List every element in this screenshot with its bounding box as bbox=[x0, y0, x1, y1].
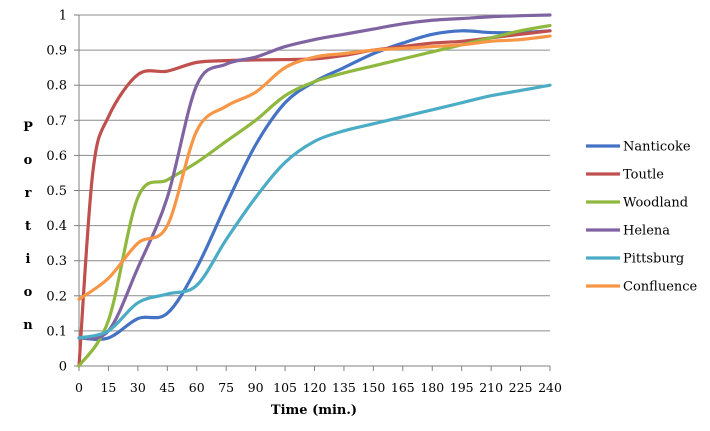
series-lines bbox=[77, 13, 552, 368]
x-tick-label: 240 bbox=[538, 380, 562, 395]
x-tick-label: 180 bbox=[420, 380, 444, 395]
y-tick-label: 0.1 bbox=[46, 324, 67, 339]
series-line-helena bbox=[77, 13, 552, 340]
y-axis-title-letter: i bbox=[26, 252, 31, 267]
x-tick-label: 75 bbox=[218, 380, 234, 395]
x-axis-title: Time (min.) bbox=[271, 403, 357, 418]
x-tick-label: 210 bbox=[479, 380, 503, 395]
x-tick-label: 0 bbox=[75, 380, 83, 395]
y-axis-title-letter: o bbox=[24, 153, 33, 168]
series-line-pittsburg bbox=[77, 83, 552, 340]
y-axis-title-letter: o bbox=[24, 285, 33, 300]
y-axis-title-letter: t bbox=[25, 219, 31, 234]
gridlines bbox=[79, 14, 550, 332]
series-line-toutle bbox=[77, 29, 552, 368]
y-axis-title-letter: n bbox=[23, 318, 33, 333]
x-tick-label: 195 bbox=[450, 380, 474, 395]
y-tick-label: 0.3 bbox=[46, 254, 67, 269]
y-tick-label: 0.7 bbox=[46, 114, 67, 129]
y-tick-label: 0.8 bbox=[46, 79, 67, 94]
x-tick-label: 45 bbox=[159, 380, 175, 395]
series-line-woodland bbox=[77, 23, 552, 368]
x-tick-label: 30 bbox=[130, 380, 146, 395]
x-tick-label: 120 bbox=[303, 380, 327, 395]
y-tick-label: 0 bbox=[59, 360, 67, 375]
y-tick-label: 0.6 bbox=[46, 149, 67, 164]
y-tick-label: 0.2 bbox=[46, 289, 67, 304]
series-line-confluence bbox=[77, 34, 552, 301]
x-tick-label: 90 bbox=[248, 380, 264, 395]
legend-label: Woodland bbox=[623, 196, 688, 211]
y-tick-label: 1 bbox=[59, 9, 67, 24]
legend-label: Nanticoke bbox=[623, 140, 691, 155]
x-tick-label: 135 bbox=[332, 380, 356, 395]
legend: Nanticoke Toutle Woodland Helena Pittsburg Co… bbox=[586, 140, 698, 295]
y-axis-title-letter: r bbox=[25, 186, 32, 201]
y-tick-label: 0.5 bbox=[46, 184, 67, 199]
series-line-nanticoke bbox=[77, 29, 552, 341]
y-axis-title-letter: P bbox=[23, 120, 33, 135]
y-axis-title: Po r t i o n bbox=[23, 120, 33, 333]
x-tick-label: 15 bbox=[100, 380, 116, 395]
axes bbox=[74, 14, 551, 371]
y-tick-label: 0.4 bbox=[46, 219, 67, 234]
legend-label: Pittsburg bbox=[623, 252, 684, 267]
legend-label: Toutle bbox=[623, 168, 664, 183]
x-tick-label: 165 bbox=[391, 380, 415, 395]
x-tick-label: 225 bbox=[509, 380, 533, 395]
legend-label: Helena bbox=[623, 224, 670, 239]
x-tick-label: 60 bbox=[189, 380, 205, 395]
y-tick-labels: 0 0.1 0.2 0.3 0.4 0.5 0.6 0.7 0.8 0.9 1 bbox=[46, 9, 67, 375]
x-tick-label: 105 bbox=[273, 380, 297, 395]
x-tick-label: 150 bbox=[361, 380, 385, 395]
y-tick-label: 0.9 bbox=[46, 44, 67, 59]
legend-label: Confluence bbox=[623, 280, 698, 295]
x-tick-labels: 0 15 30 45 60 75 90 105 120 135 150 165 180 195 210 225… bbox=[75, 380, 562, 395]
